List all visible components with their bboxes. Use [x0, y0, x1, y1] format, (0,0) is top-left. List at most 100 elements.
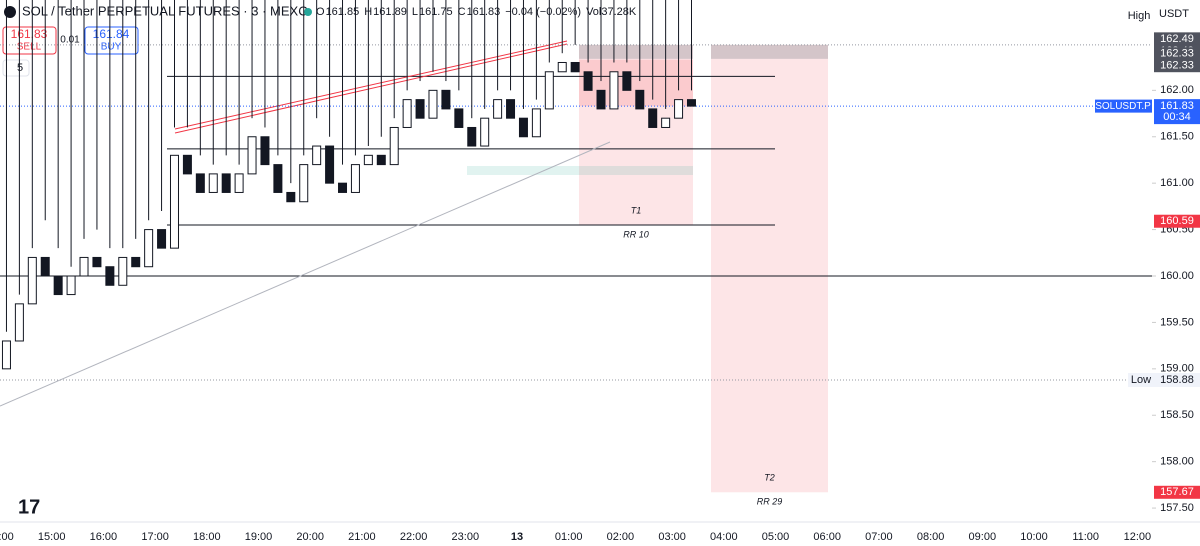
candle-body: [131, 256, 141, 268]
y-tick-label: 159.00: [1160, 363, 1194, 375]
countdown: 00:34: [1163, 111, 1191, 123]
price-tag: [1154, 59, 1200, 73]
legend-volume-label: Vol: [586, 6, 601, 18]
last-price: 161.83: [1160, 100, 1194, 112]
support-zone: [467, 166, 693, 175]
symbol: SOL / Tether PERPETUAL FUTURES · 3 · MEX…: [22, 3, 308, 18]
candle-body: [493, 99, 503, 119]
price-tag-label: 160.59: [1160, 215, 1194, 227]
price-tag: [1154, 32, 1200, 46]
candle-body: [661, 117, 671, 128]
candle-body: [402, 99, 412, 128]
legend-value: 161.75: [419, 6, 453, 18]
status-dot: [304, 8, 312, 16]
price-tag-label: 162.33: [1160, 60, 1194, 72]
candle-body: [118, 256, 128, 286]
candle-body: [350, 164, 360, 193]
indicators-toggle[interactable]: [2, 59, 30, 77]
candle-body: [312, 145, 322, 166]
candle-body: [79, 256, 89, 277]
y-tick-label: 162.00: [1160, 84, 1194, 96]
x-tick-label: 17:00: [141, 531, 169, 543]
target-rr: RR 10: [623, 229, 649, 239]
candle-body: [506, 99, 516, 119]
candle-body: [234, 173, 244, 193]
x-tick-label: 19:00: [245, 531, 273, 543]
x-tick-label: 15:00: [38, 531, 66, 543]
x-tick-label: 21:00: [348, 531, 376, 543]
trend-line: [174, 43, 568, 134]
candle-body: [338, 182, 348, 193]
candle-body: [622, 71, 632, 91]
x-tick-label: 09:00: [969, 531, 997, 543]
tv-logo: 17: [18, 496, 40, 518]
candle-body: [92, 256, 102, 268]
target-rr: RR 29: [757, 497, 783, 507]
trend-line: [174, 40, 568, 130]
candle-body: [1, 340, 11, 370]
y-tick-label: 161.50: [1160, 131, 1194, 143]
legend-value: 161.89: [373, 6, 407, 18]
indicators-count: 5: [17, 62, 23, 74]
target-zone: [711, 44, 828, 493]
legend-label: C: [458, 6, 466, 18]
x-tick-label: 02:00: [607, 531, 635, 543]
x-tick-label: 22:00: [400, 531, 428, 543]
sell-label: SELL: [17, 42, 42, 53]
candle-body: [596, 89, 606, 110]
candle-body: [53, 275, 63, 296]
target-zone: [579, 44, 693, 225]
target-label: T2: [764, 473, 775, 483]
candle-body: [609, 71, 619, 110]
currency[interactable]: USDT: [1159, 8, 1189, 20]
x-tick-label: 12:00: [1124, 531, 1152, 543]
x-tick-label: 20:00: [296, 531, 324, 543]
candle-body: [105, 266, 115, 286]
candle-body: [14, 303, 24, 342]
legend-volume: 37.28K: [601, 6, 637, 18]
x-tick-label: 08:00: [917, 531, 945, 543]
candle-body: [286, 191, 296, 203]
price-tag-label: 162.49: [1160, 33, 1194, 45]
candle-body: [182, 154, 192, 175]
candle-body: [66, 275, 76, 296]
candle-body: [221, 173, 231, 193]
candle-body: [441, 89, 451, 110]
y-tick-label: 161.00: [1160, 177, 1194, 189]
logo: [4, 6, 16, 18]
x-tick-label: 01:00: [555, 531, 583, 543]
low-label: Low: [1131, 374, 1151, 386]
candle-body: [557, 61, 567, 73]
legend-change: −0.04 (−0.02%): [505, 6, 581, 18]
legend-label: O: [316, 6, 325, 18]
y-tick-label: 159.50: [1160, 316, 1194, 328]
entry-zone: [579, 44, 693, 59]
y-tick-label: 158.00: [1160, 456, 1194, 468]
legend-label: L: [412, 6, 418, 18]
price-tag-label: 162.33: [1160, 48, 1194, 60]
candle-body: [531, 108, 541, 138]
candle-body: [518, 117, 528, 138]
candle-body: [260, 136, 270, 166]
candle-body: [169, 154, 179, 249]
buy-label: BUY: [101, 42, 122, 53]
candle-body: [686, 99, 696, 107]
buy-button[interactable]: [84, 26, 139, 55]
candle-body: [480, 117, 490, 147]
candle-body: [415, 99, 425, 119]
sell-button[interactable]: [2, 26, 57, 55]
spread: 0.01: [60, 35, 80, 46]
price-tag-label: 157.67: [1160, 486, 1194, 498]
candle-body: [144, 229, 154, 268]
x-tick-label: 23:00: [452, 531, 480, 543]
candle-body: [157, 229, 167, 249]
candle-body: [648, 108, 658, 128]
x-tick-label: 11:00: [1072, 531, 1099, 543]
candle-body: [583, 71, 593, 91]
x-tick-label: 18:00: [193, 531, 221, 543]
candle-body: [40, 256, 50, 277]
symbol-tag: [1095, 99, 1152, 113]
candle-body: [467, 126, 477, 147]
